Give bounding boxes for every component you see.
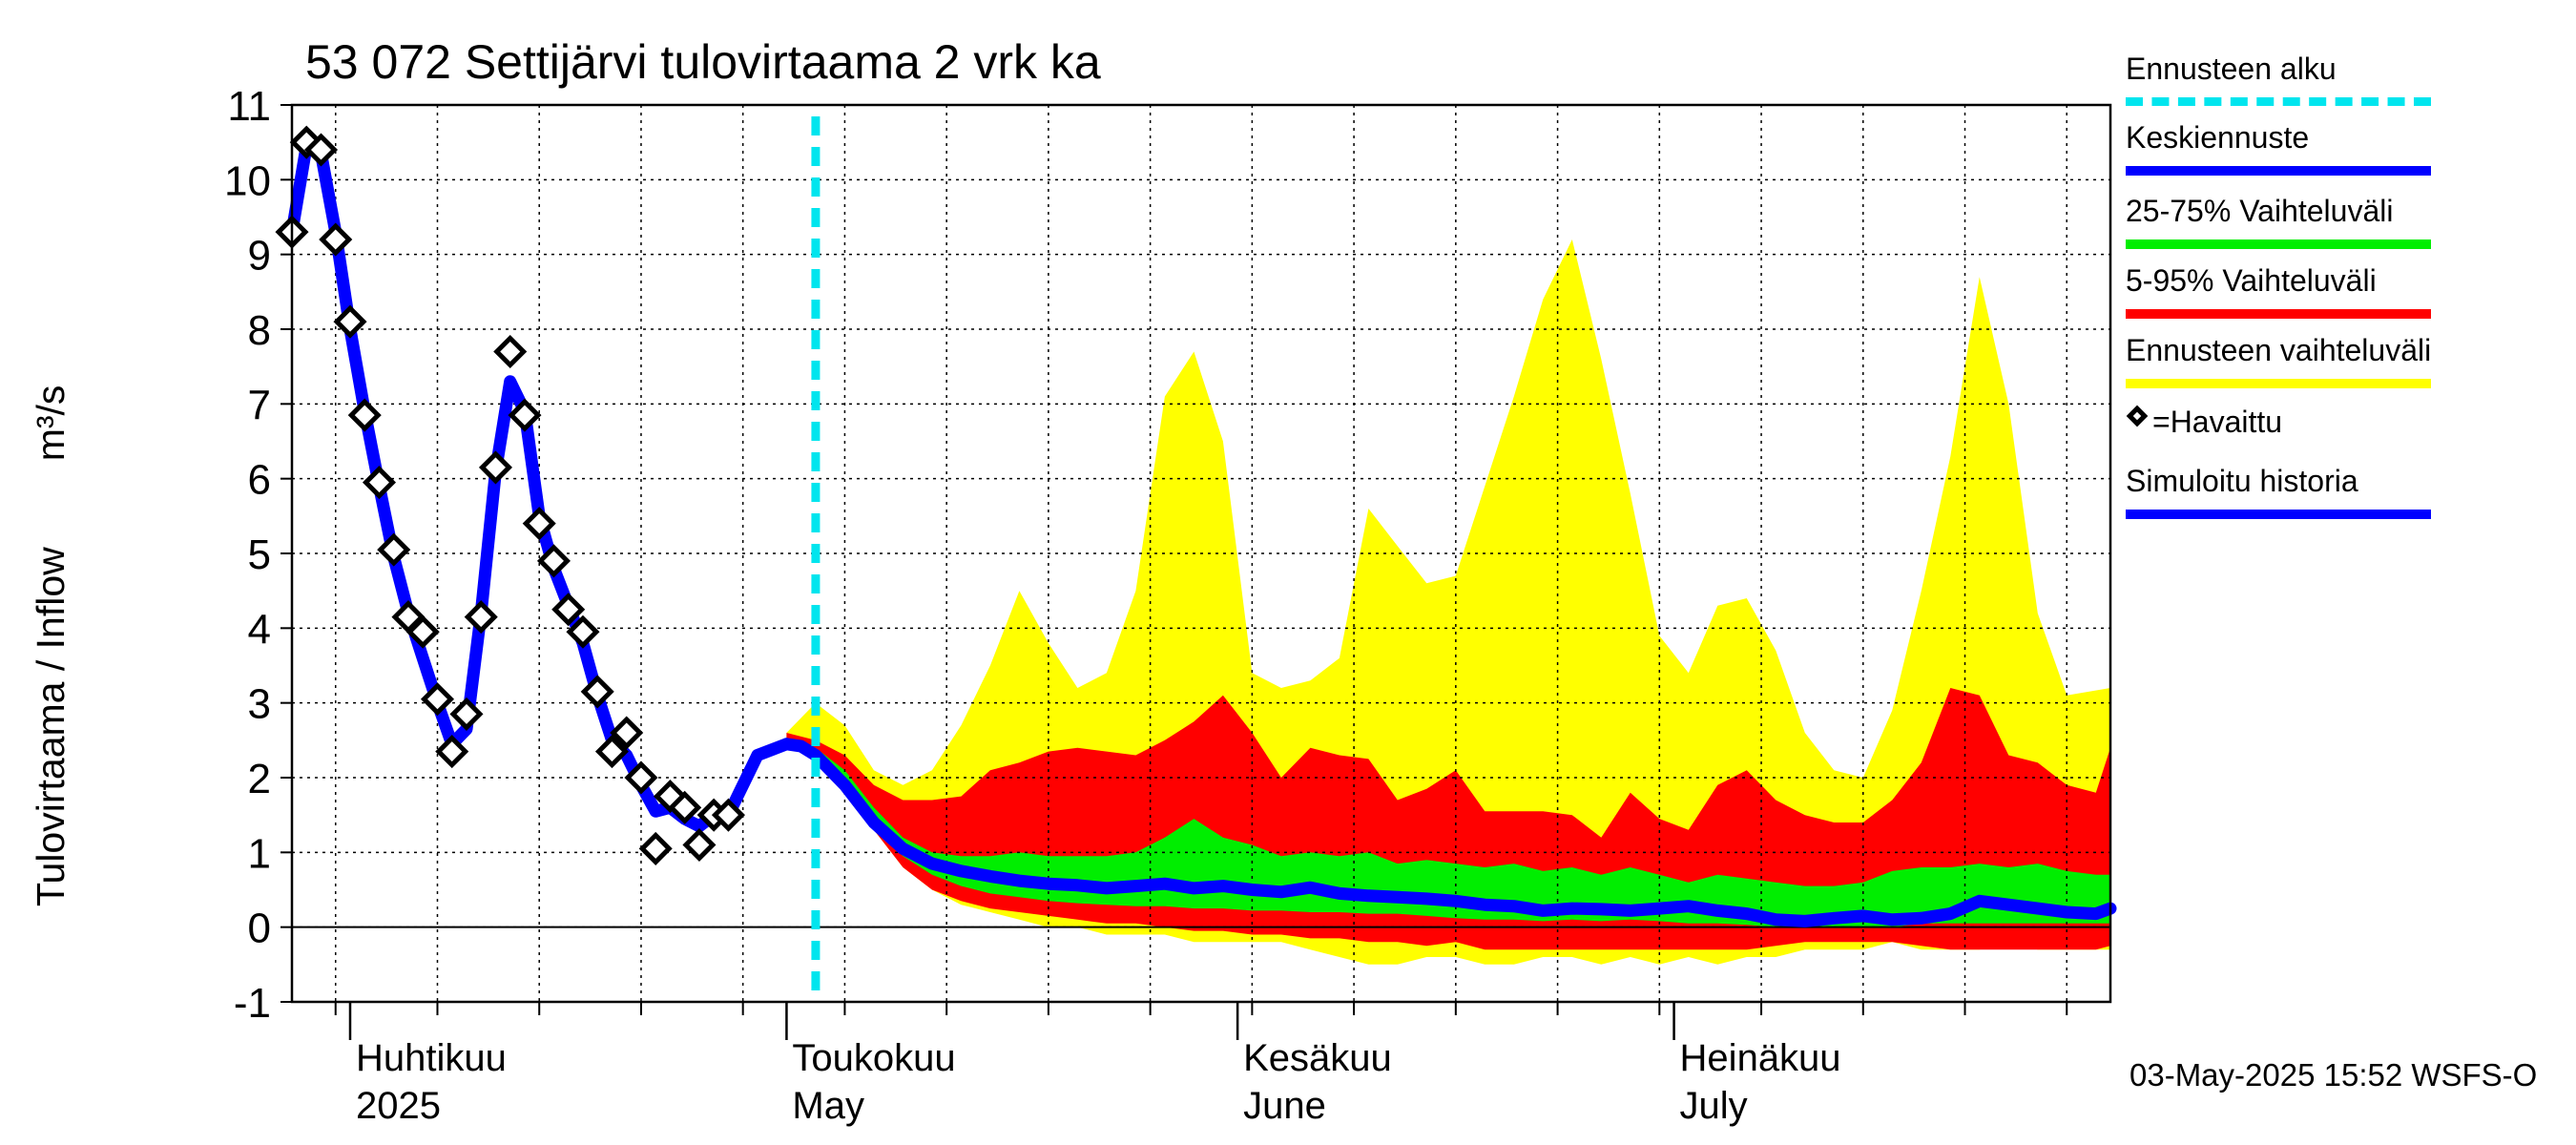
observed-point	[508, 398, 542, 432]
observed-point	[624, 760, 658, 795]
y-tick-label: 4	[248, 606, 271, 653]
observed-point	[362, 466, 397, 500]
legend-label: 25-75% Vaihteluväli	[2126, 194, 2394, 228]
plot-frame	[290, 103, 2112, 1004]
legend-label: Keskiennuste	[2126, 120, 2310, 155]
observed-point	[610, 716, 644, 750]
chart-title: 53 072 Settijärvi tulovirtaama 2 vrk ka	[305, 35, 1101, 89]
observed-point	[580, 675, 614, 709]
y-tick-label: 6	[248, 457, 271, 504]
legend-swatch-blue	[2126, 510, 2431, 519]
legend-item-simulated-history: Simuloitu historia	[2126, 464, 2441, 531]
observed-point	[566, 614, 600, 649]
observed-point	[347, 398, 382, 432]
x-month-label: Huhtikuu	[356, 1037, 507, 1079]
tick-labels: -1 0 1 2 3 4 5 6 7 8 9 10 11 Huhtikuu 2025 Toukokuu May K…	[224, 83, 1841, 1127]
y-tick-label: 0	[248, 906, 271, 952]
x-month-sublabel: June	[1243, 1085, 1326, 1127]
x-month-label: Heinäkuu	[1680, 1037, 1841, 1079]
legend-item-25-75-range: 25-75% Vaihteluväli	[2126, 194, 2441, 260]
observed-point	[522, 507, 556, 541]
x-month-sublabel: 2025	[356, 1085, 441, 1127]
x-month-sublabel: July	[1680, 1085, 1748, 1127]
legend-label: Ennusteen alku	[2126, 52, 2337, 86]
y-tick-label: 9	[248, 233, 271, 280]
legend-label: 5-95% Vaihteluväli	[2126, 263, 2377, 298]
series-keskiennuste	[779, 738, 2117, 927]
legend-item-observed: =Havaittu	[2126, 405, 2441, 471]
y-tick-label: 8	[248, 307, 271, 354]
observed-point	[435, 735, 469, 769]
observed-point	[638, 831, 673, 865]
observed-point	[303, 133, 339, 167]
y-tick-label: 3	[248, 681, 271, 728]
axes	[280, 103, 2112, 1040]
observed-point	[682, 827, 717, 863]
observed-point	[464, 600, 498, 635]
legend-label: Simuloitu historia	[2126, 464, 2358, 498]
observed-point	[478, 450, 513, 485]
observed-point	[594, 735, 629, 769]
y-tick-label: -1	[234, 980, 271, 1027]
legend-label: Ennusteen vaihteluväli	[2126, 333, 2432, 367]
y-tick-label: 11	[227, 83, 271, 130]
legend-swatch-yellow	[2126, 379, 2431, 388]
y-axis-label-text: Tulovirtaama / Inflow	[29, 547, 73, 906]
legend-swatch-red	[2126, 309, 2431, 319]
x-month-label: Kesäkuu	[1243, 1037, 1392, 1079]
observed-point	[405, 614, 440, 649]
legend-item-forecast-start: Ennusteen alku	[2126, 52, 2441, 118]
y-tick-label: 1	[248, 830, 271, 877]
legend-item-5-95-range: 5-95% Vaihteluväli	[2126, 263, 2441, 330]
y-tick-label: 10	[224, 157, 271, 204]
legend-swatch-blue	[2126, 166, 2431, 176]
x-month-sublabel: May	[792, 1085, 864, 1127]
observed-point	[333, 304, 367, 339]
y-axis-unit: m³/s	[29, 385, 73, 462]
diamond-marker-icon	[2126, 405, 2149, 427]
band-25-75-vaihteluv-li	[786, 739, 2110, 927]
legend-swatch-dashed	[2126, 97, 2431, 106]
observed-point	[551, 593, 586, 627]
legend-item-forecast-range: Ennusteen vaihteluväli	[2126, 333, 2441, 400]
y-tick-label: 7	[248, 382, 271, 428]
y-tick-label: 5	[248, 531, 271, 578]
observed-point	[377, 532, 411, 567]
observed-point	[536, 544, 571, 578]
observed-point	[711, 798, 745, 832]
y-axis-label: Tulovirtaama / Inflow m³/s	[29, 385, 73, 906]
x-month-label: Toukokuu	[792, 1037, 955, 1079]
observed-point	[420, 682, 455, 717]
y-tick-label: 2	[248, 756, 271, 802]
observed-point	[319, 222, 353, 257]
legend-swatch-green	[2126, 239, 2431, 249]
timestamp-footer: 03-May-2025 15:52 WSFS-O	[2129, 1057, 2538, 1093]
observed-point	[668, 790, 702, 824]
observed-point	[493, 334, 528, 369]
legend-label: =Havaittu	[2152, 405, 2283, 439]
observed-point	[449, 697, 484, 731]
legend-item-median-forecast: Keskiennuste	[2126, 120, 2441, 187]
